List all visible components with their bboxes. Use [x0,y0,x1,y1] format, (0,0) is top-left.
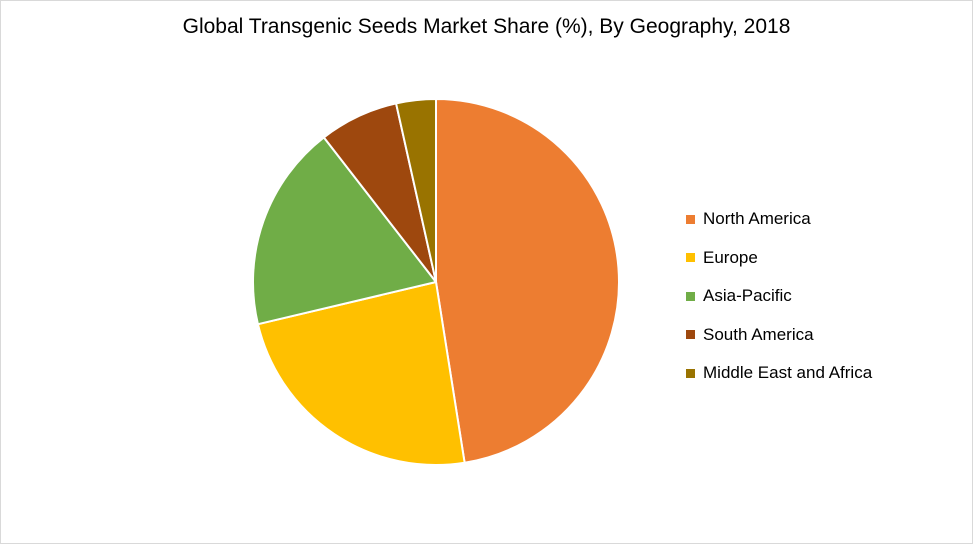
legend-item-north-america: North America [686,200,872,239]
legend-swatch-asia-pacific [686,291,695,301]
legend-item-asia-pacific: Asia-Pacific [686,277,872,316]
legend: North America Europe Asia-Pacific South … [686,200,872,393]
legend-swatch-europe [686,253,695,263]
legend-label-asia-pacific: Asia-Pacific [703,286,792,306]
chart-title: Global Transgenic Seeds Market Share (%)… [182,15,791,38]
legend-label-north-america: North America [703,209,811,229]
pie-slice-europe [256,281,466,466]
pie-slices [252,98,620,466]
legend-label-europe: Europe [703,247,758,267]
legend-item-europe: Europe [686,239,872,278]
legend-swatch-middle-east-and-africa [686,368,695,378]
legend-swatch-north-america [686,214,695,224]
pie-slice-middle-east-and-africa [395,98,437,283]
pie-slice-north-america [435,98,620,464]
pie-slice-asia-pacific [252,136,437,326]
legend-label-south-america: South America [703,324,814,344]
legend-item-middle-east-and-africa: Middle East and Africa [686,354,872,393]
legend-label-middle-east-and-africa: Middle East and Africa [703,363,873,383]
legend-item-south-america: South America [686,316,872,355]
legend-swatch-south-america [686,330,695,340]
